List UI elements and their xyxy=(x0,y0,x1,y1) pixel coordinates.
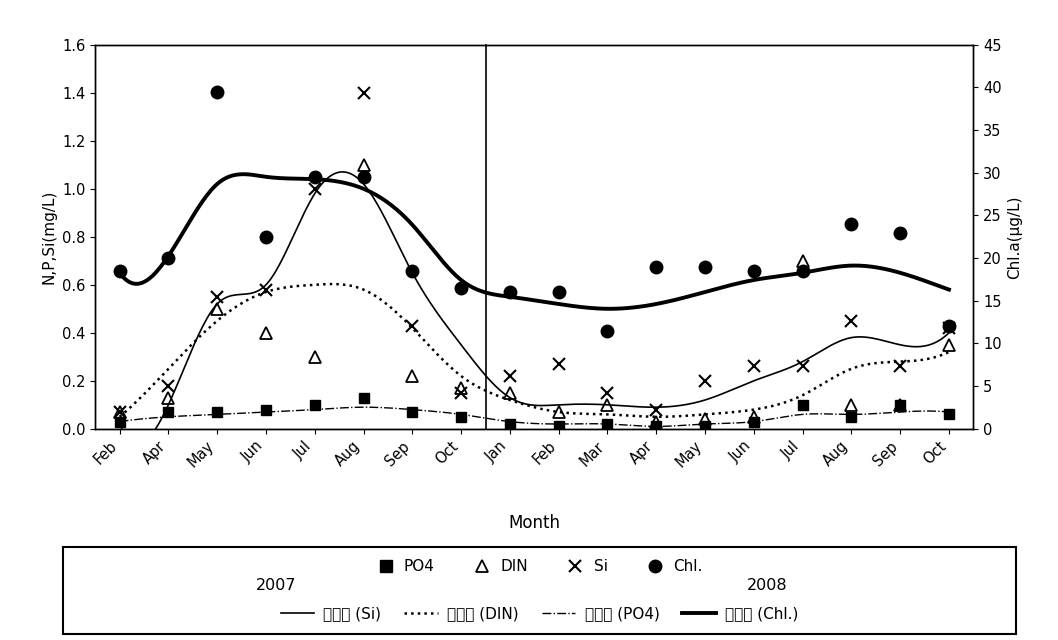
Text: 2008: 2008 xyxy=(747,578,787,593)
Y-axis label: N,P,Si(mg/L): N,P,Si(mg/L) xyxy=(41,189,56,284)
Y-axis label: Chl.a(μg/L): Chl.a(μg/L) xyxy=(1007,195,1022,278)
Legend: 다항식 (Si), 다항식 (DIN), 다항식 (PO4), 다항식 (Chl.): 다항식 (Si), 다항식 (DIN), 다항식 (PO4), 다항식 (Chl… xyxy=(276,602,803,626)
Text: 2007: 2007 xyxy=(256,578,296,593)
Text: Month: Month xyxy=(508,514,561,532)
